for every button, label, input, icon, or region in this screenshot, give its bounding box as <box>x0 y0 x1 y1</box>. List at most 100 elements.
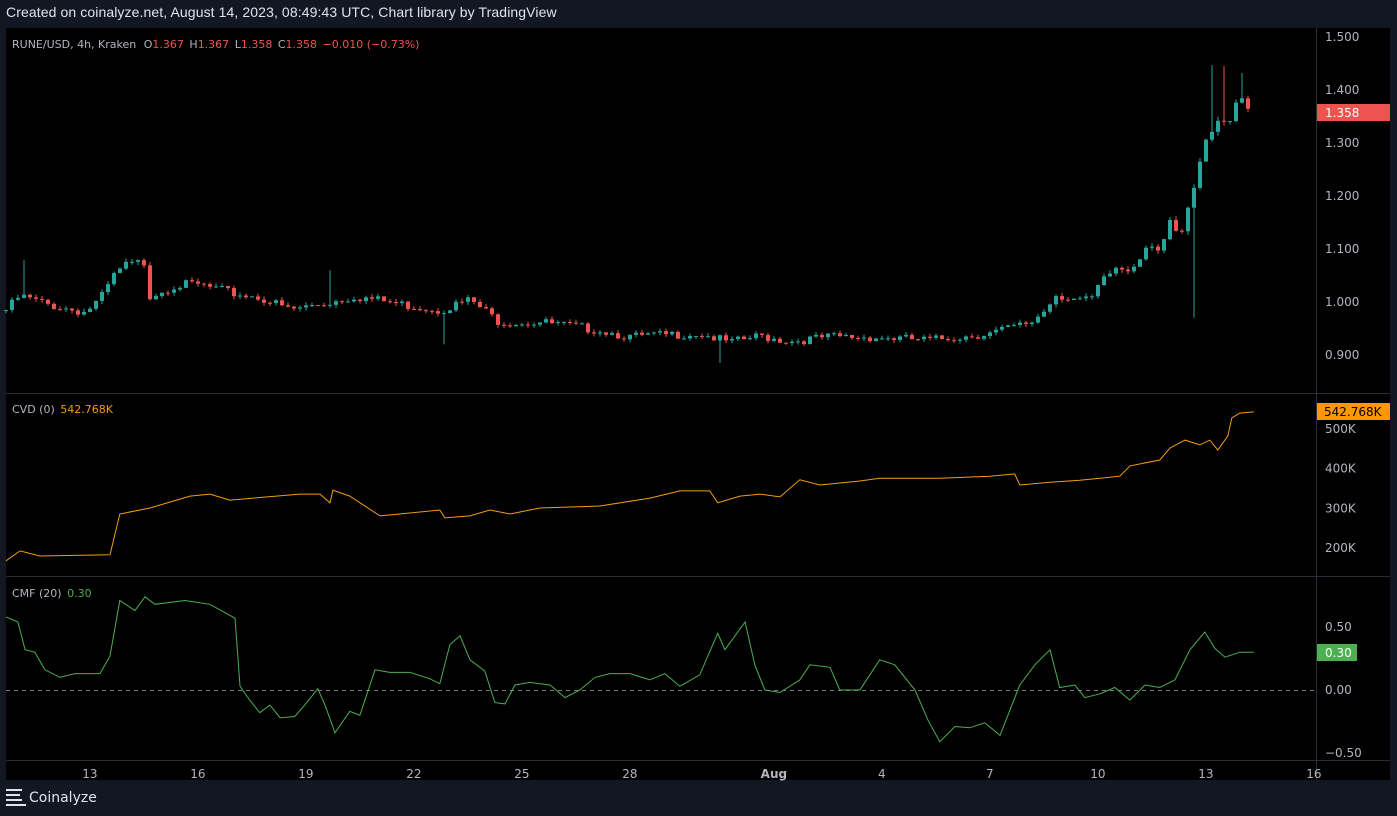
candle-body <box>928 336 932 338</box>
time-axis-ticks[interactable]: 13 16 19 22 25 28 Aug 4 7 10 13 16 <box>82 767 1321 781</box>
candle-body <box>916 339 920 341</box>
candle-body <box>922 336 926 340</box>
legend-low-label: L <box>235 38 242 51</box>
candle-body <box>148 265 152 300</box>
candle-body <box>754 333 758 339</box>
main-legend[interactable]: RUNE/USD, 4h, Kraken O1.367 H1.367 L1.35… <box>12 38 419 51</box>
candle <box>1228 120 1232 125</box>
candle-body <box>718 335 722 341</box>
cmf-legend[interactable]: CMF (20) 0.30 <box>12 587 92 600</box>
candle <box>700 333 704 339</box>
candle <box>658 328 662 336</box>
candle <box>436 308 440 317</box>
candle <box>262 296 266 306</box>
candle-body <box>472 297 476 302</box>
candle-body <box>502 324 506 326</box>
candle-body <box>460 301 464 303</box>
candle <box>100 289 104 305</box>
candle <box>562 321 566 326</box>
candle-body <box>388 301 392 303</box>
cvd-legend[interactable]: CVD (0) 542.768K <box>12 403 114 416</box>
candle <box>1096 284 1100 299</box>
candle <box>382 296 386 302</box>
candle <box>172 286 176 296</box>
candle-body <box>784 342 788 344</box>
candle <box>520 322 524 327</box>
candle <box>280 297 284 307</box>
candle-body <box>292 306 296 309</box>
candle <box>910 332 914 340</box>
candle <box>586 322 590 335</box>
candle <box>934 333 938 340</box>
cvd-line <box>5 411 1254 562</box>
candle-body <box>358 299 362 302</box>
candle-body <box>526 324 530 326</box>
candle <box>220 283 224 288</box>
candle <box>1078 295 1082 301</box>
candle <box>754 331 758 341</box>
time-tick-label: 25 <box>514 767 529 781</box>
candle-body <box>436 311 440 314</box>
cvd-tick-label: 300K <box>1325 501 1357 515</box>
candle <box>814 332 818 338</box>
cvd-tick-label: 400K <box>1325 462 1357 476</box>
candle <box>832 331 836 337</box>
candle-body <box>244 295 248 298</box>
candle-body <box>544 319 548 323</box>
candle <box>712 334 716 341</box>
candle-body <box>604 332 608 335</box>
candle-body <box>166 292 170 294</box>
candle-body <box>724 335 728 341</box>
candle <box>202 282 206 288</box>
candle-body <box>124 261 128 269</box>
candle-body <box>646 333 650 335</box>
candle <box>298 305 302 312</box>
candle-body <box>1234 102 1238 122</box>
candle <box>454 299 458 313</box>
candle-body <box>808 336 812 345</box>
candle <box>226 285 230 291</box>
candle-body <box>406 301 410 309</box>
candle-body <box>1018 322 1022 325</box>
candle-body <box>64 308 68 310</box>
candle <box>1120 266 1124 273</box>
legend-low: 1.358 <box>241 38 273 51</box>
candle-body <box>610 333 614 335</box>
candle-body <box>868 337 872 342</box>
candle-body <box>1174 220 1178 231</box>
candle-body <box>1126 269 1130 272</box>
candle-body <box>322 305 326 307</box>
candle-body <box>1156 246 1160 251</box>
candle-body <box>232 288 236 297</box>
candle <box>1210 65 1214 142</box>
candle <box>178 286 182 292</box>
candle <box>922 334 926 343</box>
candle <box>640 329 644 337</box>
candle <box>484 304 488 310</box>
candle <box>1234 99 1238 123</box>
candle-body <box>538 322 542 325</box>
candle-body <box>178 287 182 290</box>
candle <box>118 267 122 274</box>
candle-body <box>1192 187 1196 208</box>
coinalyze-logo[interactable]: Coinalyze <box>6 789 97 806</box>
candle <box>682 335 686 340</box>
candle <box>376 293 380 301</box>
candle <box>514 324 518 327</box>
candle <box>1090 294 1094 300</box>
candle-body <box>1072 298 1076 301</box>
candle <box>988 330 992 340</box>
candle-body <box>10 299 14 310</box>
candle <box>568 319 572 326</box>
candle <box>598 329 602 337</box>
candle <box>364 295 368 305</box>
candle-body <box>550 319 554 324</box>
candle-body <box>1246 98 1250 109</box>
candle <box>1246 95 1250 112</box>
candle <box>1180 228 1184 234</box>
candle <box>736 335 740 342</box>
candle-body <box>58 309 62 311</box>
candle-body <box>1228 121 1232 123</box>
candle <box>838 330 842 338</box>
